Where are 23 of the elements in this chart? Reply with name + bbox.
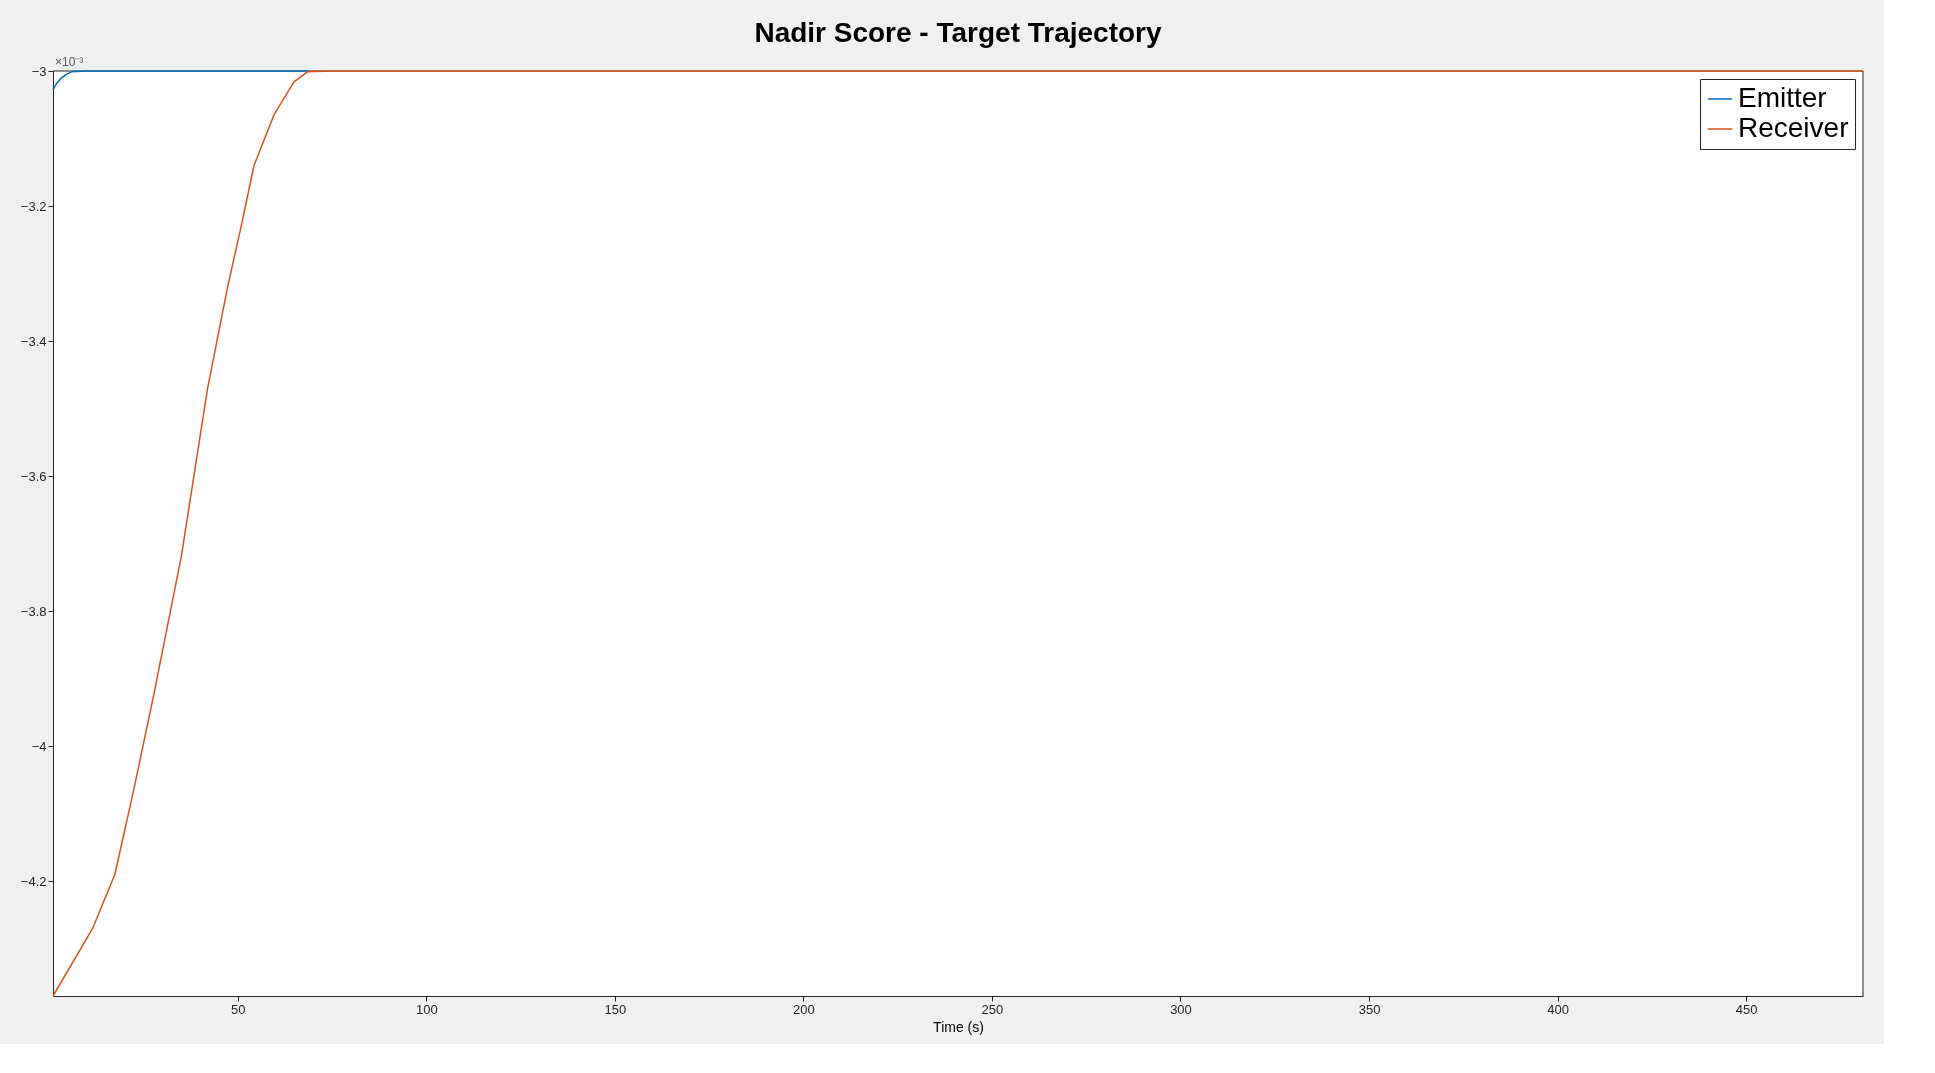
line-series	[52, 70, 1864, 997]
y-tick-label: −3.2	[20, 198, 47, 214]
x-tick-label: 450	[1735, 1001, 1758, 1017]
x-tick-label: 250	[981, 1001, 1004, 1017]
x-tick-label: 300	[1170, 1001, 1192, 1017]
y-tick-label: −3	[31, 63, 47, 79]
line-series	[52, 70, 309, 91]
text: ×10⁻³	[55, 55, 84, 69]
x-tick-label: 350	[1358, 1001, 1381, 1017]
x-tick-label: 50	[231, 1001, 246, 1017]
y-tick-label: −3.4	[20, 333, 47, 349]
chart-title: Nadir Score - Target Trajectory	[754, 17, 1163, 48]
x-axis-title: Time (s)	[933, 1018, 984, 1035]
legend-label: Receiver	[1738, 112, 1849, 143]
x-tick-label: 200	[793, 1001, 815, 1017]
y-tick-label: −3.8	[20, 603, 47, 619]
x-tick-label: 400	[1547, 1001, 1569, 1017]
x-tick-label: 150	[604, 1001, 627, 1017]
y-tick-label: −4	[31, 738, 47, 754]
legend-label: Emitter	[1738, 82, 1827, 113]
y-tick-label: −3.6	[20, 468, 47, 484]
y-tick-label: −4.2	[20, 873, 47, 889]
x-tick-label: 100	[415, 1001, 438, 1017]
